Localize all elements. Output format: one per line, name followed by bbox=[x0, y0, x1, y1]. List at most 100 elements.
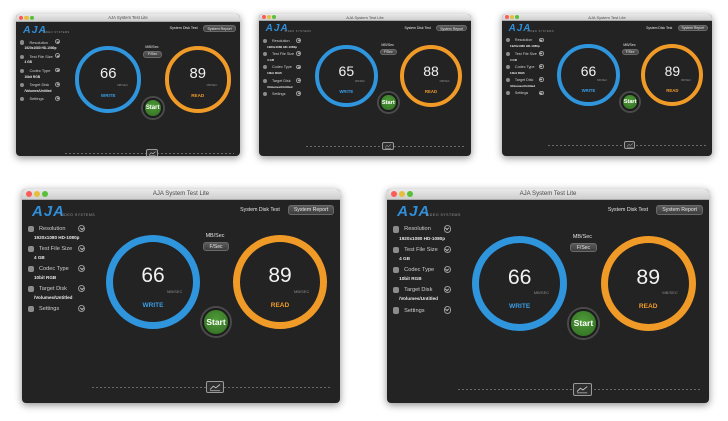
units-select-button[interactable]: F/Sec bbox=[143, 51, 162, 58]
min-window-button[interactable] bbox=[399, 190, 406, 198]
sidebar-item-resolution[interactable]: Resolution bbox=[28, 226, 65, 232]
chevron-down-icon[interactable] bbox=[78, 305, 85, 312]
close-window-button[interactable] bbox=[26, 191, 32, 197]
graph-toggle-button[interactable] bbox=[145, 149, 159, 156]
system-disk-test-button[interactable]: System Disk Test bbox=[169, 26, 198, 31]
chevron-down-icon[interactable] bbox=[78, 265, 85, 272]
sidebar-item-test-file-size[interactable]: Test File Size bbox=[505, 52, 537, 56]
sidebar-item-settings[interactable]: Settings bbox=[263, 92, 285, 96]
sidebar-item-resolution[interactable]: Resolution bbox=[393, 226, 431, 233]
graph-toggle-button[interactable] bbox=[623, 140, 636, 149]
chevron-down-icon[interactable] bbox=[538, 50, 544, 56]
units-select-button[interactable]: F/Sec bbox=[621, 49, 639, 55]
sidebar-item-settings[interactable]: Settings bbox=[393, 307, 425, 314]
max-window-button[interactable] bbox=[515, 15, 520, 19]
title-bar: AJA System Test Lite bbox=[502, 14, 712, 21]
close-window-button[interactable] bbox=[504, 15, 509, 19]
app-window: AJA System Test Lite AJA VIDEO SYSTEMS Syst… bbox=[22, 189, 340, 403]
sidebar-item-resolution[interactable]: Resolution bbox=[505, 38, 532, 42]
system-report-button[interactable]: System Report bbox=[436, 24, 467, 32]
graph-toggle-button[interactable] bbox=[206, 381, 224, 393]
system-report-button[interactable]: System Report bbox=[203, 25, 236, 33]
sidebar-item-target-disk[interactable]: Target Disk bbox=[263, 78, 291, 83]
chevron-down-icon[interactable] bbox=[443, 245, 451, 253]
system-report-button[interactable]: System Report bbox=[656, 205, 703, 216]
chevron-down-icon[interactable] bbox=[296, 51, 301, 56]
chevron-down-icon[interactable] bbox=[443, 306, 451, 314]
max-window-button[interactable] bbox=[272, 15, 277, 19]
chevron-down-icon[interactable] bbox=[443, 225, 451, 233]
min-window-button[interactable] bbox=[509, 15, 514, 19]
chevron-down-icon[interactable] bbox=[296, 64, 301, 70]
sidebar-item-settings[interactable]: Settings bbox=[505, 91, 528, 95]
system-report-button[interactable]: System Report bbox=[288, 205, 334, 215]
min-window-button[interactable] bbox=[24, 15, 29, 20]
target-disk-icon bbox=[393, 287, 400, 294]
sidebar-item-target-disk[interactable]: Target Disk bbox=[20, 82, 49, 87]
sidebar-item-test-file-size[interactable]: Test File Size bbox=[20, 54, 53, 59]
sidebar-item-test-file-size[interactable]: Test File Size bbox=[393, 246, 438, 253]
min-window-button[interactable] bbox=[267, 15, 271, 19]
chevron-down-icon[interactable] bbox=[78, 245, 85, 252]
sidebar-item-label: Target Disk bbox=[514, 78, 534, 83]
start-button[interactable]: Start bbox=[142, 97, 163, 118]
chevron-down-icon[interactable] bbox=[443, 286, 451, 294]
start-button[interactable]: Start bbox=[379, 93, 398, 112]
sidebar-item-test-file-size[interactable]: Test File Size bbox=[28, 246, 72, 252]
chevron-down-icon[interactable] bbox=[538, 77, 544, 82]
sidebar-item-label: Target Disk bbox=[404, 287, 433, 294]
sidebar-item-test-file-size[interactable]: Test File Size bbox=[263, 52, 294, 56]
system-disk-test-button[interactable]: System Disk Test bbox=[607, 207, 649, 214]
sidebar-item-resolution[interactable]: Resolution bbox=[263, 38, 290, 43]
sidebar-item-codec-type[interactable]: Codec Type bbox=[28, 266, 69, 272]
write-speed-unit: MB/SEC bbox=[533, 290, 550, 296]
chevron-down-icon[interactable] bbox=[55, 67, 61, 73]
chevron-down-icon[interactable] bbox=[296, 38, 301, 43]
chevron-down-icon[interactable] bbox=[296, 91, 301, 96]
close-window-button[interactable] bbox=[391, 190, 398, 198]
start-button[interactable]: Start bbox=[569, 309, 598, 338]
chevron-down-icon[interactable] bbox=[443, 265, 451, 274]
sidebar-item-codec-type[interactable]: Codec Type bbox=[505, 65, 535, 69]
units-select-button[interactable]: F/Sec bbox=[570, 242, 597, 252]
max-window-button[interactable] bbox=[407, 190, 414, 198]
read-speed-unit: MB/SEC bbox=[680, 79, 692, 83]
close-window-button[interactable] bbox=[261, 15, 266, 19]
write-speed-gauge: 66 MB/SEC WRITE bbox=[75, 46, 142, 113]
chevron-down-icon[interactable] bbox=[538, 64, 544, 69]
start-button[interactable]: Start bbox=[202, 308, 230, 336]
sidebar-item-codec-type[interactable]: Codec Type bbox=[393, 266, 434, 274]
graph-toggle-button[interactable] bbox=[573, 383, 592, 396]
max-window-button[interactable] bbox=[42, 191, 48, 197]
system-disk-test-button[interactable]: System Disk Test bbox=[240, 207, 280, 213]
chevron-down-icon[interactable] bbox=[538, 37, 544, 43]
sidebar-item-settings[interactable]: Settings bbox=[28, 306, 59, 312]
chevron-down-icon[interactable] bbox=[55, 81, 61, 87]
units-select-button[interactable]: F/Sec bbox=[379, 49, 397, 56]
sidebar-item-codec-type[interactable]: Codec Type bbox=[263, 65, 292, 70]
sidebar-item-codec-type[interactable]: Codec Type bbox=[20, 68, 50, 73]
sidebar-item-target-disk[interactable]: Target Disk bbox=[505, 78, 534, 83]
close-window-button[interactable] bbox=[18, 15, 24, 20]
min-window-button[interactable] bbox=[34, 191, 40, 197]
system-disk-test-button[interactable]: System Disk Test bbox=[404, 25, 431, 30]
max-window-button[interactable] bbox=[30, 15, 35, 20]
read-speed-unit: MB/SEC bbox=[294, 289, 310, 294]
chevron-down-icon[interactable] bbox=[55, 53, 61, 59]
start-button[interactable]: Start bbox=[620, 92, 640, 112]
graph-toggle-button[interactable] bbox=[381, 142, 394, 150]
units-select-button[interactable]: F/Sec bbox=[203, 242, 229, 251]
chevron-down-icon[interactable] bbox=[538, 90, 544, 96]
sidebar-item-resolution[interactable]: Resolution bbox=[20, 40, 48, 45]
sidebar-item-settings[interactable]: Settings bbox=[20, 96, 44, 101]
chevron-down-icon[interactable] bbox=[78, 285, 85, 292]
system-disk-test-button[interactable]: System Disk Test bbox=[646, 25, 673, 30]
chevron-down-icon[interactable] bbox=[78, 225, 85, 232]
sidebar-item-target-disk[interactable]: Target Disk bbox=[393, 287, 433, 294]
chevron-down-icon[interactable] bbox=[296, 78, 301, 83]
test-file-size-icon bbox=[20, 54, 25, 59]
chevron-down-icon[interactable] bbox=[55, 39, 61, 45]
system-report-button[interactable]: System Report bbox=[677, 24, 709, 32]
chevron-down-icon[interactable] bbox=[55, 95, 61, 101]
sidebar-item-target-disk[interactable]: Target Disk bbox=[28, 286, 67, 292]
